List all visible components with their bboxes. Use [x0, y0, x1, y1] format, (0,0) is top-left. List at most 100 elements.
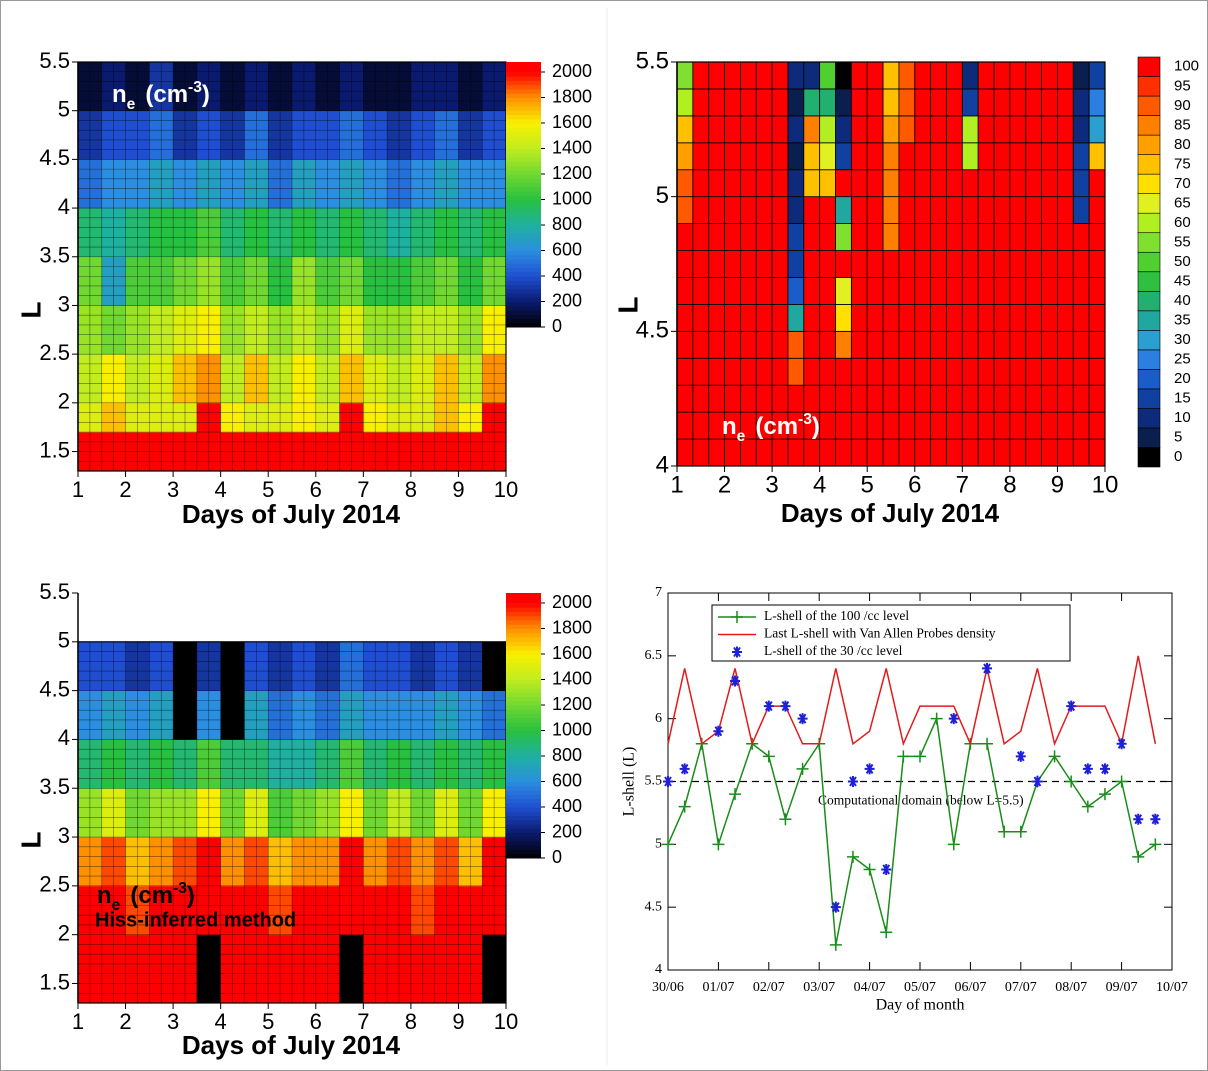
heatmap-cell [1009, 115, 1027, 144]
heatmap-cell [914, 303, 932, 332]
heatmap-cell [866, 303, 884, 332]
heatmap-cell [1072, 250, 1090, 278]
heatmap-cell [946, 277, 963, 305]
heatmap-cell [914, 142, 932, 171]
heatmap-cell [866, 88, 884, 117]
plus-marker [1081, 800, 1094, 813]
heatmap-cell [676, 169, 694, 198]
colorbar-tick-label: 25 [1174, 351, 1191, 368]
heatmap-cell [835, 196, 852, 225]
colorbar-segment [506, 743, 541, 748]
star-marker [830, 901, 841, 913]
annotation-part: e [737, 428, 746, 445]
heatmap-cell [1088, 303, 1106, 332]
heatmap-cell [676, 330, 694, 359]
colorbar-tick-label: 50 [1174, 253, 1191, 270]
heatmap-cell [787, 61, 805, 90]
x-axis-label: Days of July 2014 [182, 1030, 401, 1060]
heatmap-cell [771, 115, 789, 144]
colorbar-segment [506, 717, 541, 723]
heatmap-cell [914, 357, 932, 386]
heatmap-cell [1025, 196, 1042, 225]
star-marker [1133, 813, 1144, 825]
star-marker [1032, 776, 1043, 787]
heatmap-cell [1041, 142, 1058, 171]
colorbar-segment [506, 152, 541, 158]
heatmap-cell [692, 411, 710, 440]
heatmap-cell [1088, 223, 1106, 251]
heatmap-cell [1041, 88, 1058, 117]
heatmap-cell [914, 115, 932, 144]
y-tick-label: 1.5 [39, 969, 70, 994]
legend-box [711, 604, 1071, 662]
annotation-part: (cm [755, 413, 798, 440]
x-tick-label: 9 [1051, 471, 1064, 498]
x-tick-label: 30/06 [652, 980, 684, 995]
colorbar-segment [506, 212, 541, 217]
heatmap-cell [740, 61, 757, 90]
colorbar-tick-label: 400 [552, 796, 582, 816]
heatmap-cell [803, 223, 821, 251]
colorbar-segment [1137, 76, 1161, 97]
heatmap-cell [898, 196, 916, 225]
star-marker [1099, 763, 1110, 775]
heatmap-cell [819, 384, 836, 413]
heatmap-cell [740, 384, 757, 413]
heatmap-cell [1088, 61, 1106, 90]
colorbar-tick-label: 80 [1174, 136, 1191, 153]
heatmap-cell [708, 384, 725, 413]
heatmap-cell [1088, 330, 1106, 359]
annotation-method: Hiss-inferred method [95, 909, 296, 931]
heatmap-cell [755, 330, 773, 359]
x-tick-label: 02/07 [753, 980, 785, 995]
colorbar-tick-label: 1800 [552, 86, 592, 106]
heatmap-cell [1009, 223, 1027, 251]
heatmap-cell [692, 61, 710, 90]
heatmap-cell [708, 88, 725, 117]
x-tick-label: 10/07 [1156, 980, 1188, 995]
plus-marker [863, 863, 876, 876]
annotation-part: -3 [173, 880, 187, 897]
x-tick-label: 3 [167, 477, 179, 502]
colorbar-tick-label: 45 [1174, 272, 1191, 289]
mesh [78, 62, 506, 471]
heatmap-cell [755, 250, 773, 278]
x-tick-label: 5 [262, 1009, 274, 1034]
heatmap-cell [1025, 303, 1042, 332]
colorbar-segment [506, 80, 541, 86]
y-tick-label: 2 [58, 389, 70, 414]
plus-marker [947, 838, 960, 851]
x-tick-label: 08/07 [1055, 980, 1087, 995]
colorbar-tick-label: 2000 [552, 592, 592, 612]
heatmap-cell [898, 115, 916, 144]
heatmap-cell [676, 357, 694, 386]
heatmap-cell [708, 277, 725, 305]
heatmap-cell [1009, 277, 1027, 305]
colorbar-segment [506, 314, 541, 319]
heatmap-cell [882, 330, 900, 359]
plus-marker [762, 750, 775, 763]
colorbar-segment [506, 730, 541, 736]
heatmap-cell [850, 142, 868, 171]
heatmap-cell [946, 115, 963, 144]
annotation-part: (cm [145, 81, 188, 108]
x-tick-label: 06/07 [954, 980, 986, 995]
colorbar-segment [1137, 115, 1161, 136]
heatmap-cell [740, 88, 757, 117]
heatmap-cell [977, 115, 995, 144]
star-marker [730, 675, 741, 687]
heatmap-cell [1088, 357, 1106, 386]
colorbar-segment [506, 267, 541, 273]
heatmap-cell [676, 277, 694, 305]
heatmap-cell [993, 357, 1011, 386]
colorbar-tick-label: 1200 [552, 163, 592, 183]
colorbar-segment [506, 705, 541, 710]
heatmap-cell [1025, 330, 1042, 359]
heatmap-cell [803, 357, 821, 386]
colorbar-segment [506, 216, 541, 222]
heatmap-cell [898, 438, 916, 467]
colorbar-segment [506, 208, 541, 213]
heatmap-cell [787, 357, 805, 386]
colorbar-segment [506, 276, 541, 281]
